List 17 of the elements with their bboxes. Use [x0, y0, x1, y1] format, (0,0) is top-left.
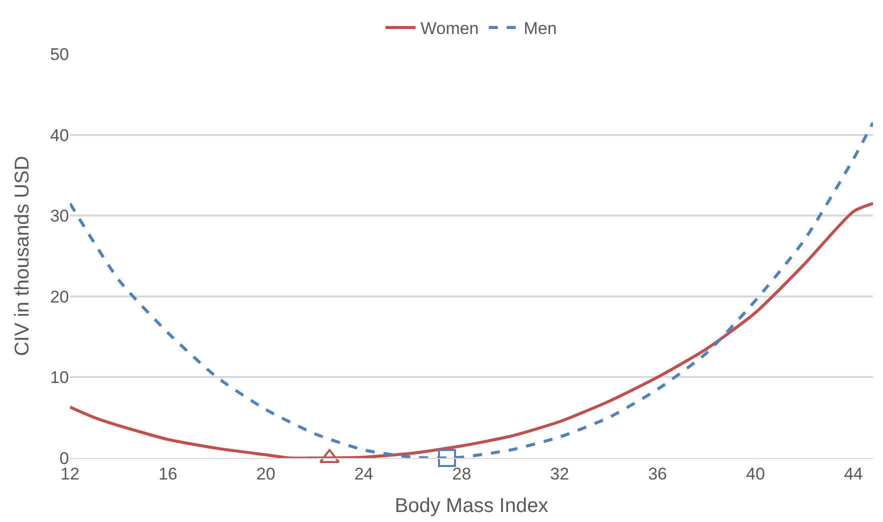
y-tick-label: 30 — [50, 206, 69, 226]
legend-label: Women — [420, 19, 479, 38]
x-tick-label: 24 — [354, 464, 374, 484]
x-tick-label: 16 — [158, 464, 178, 484]
x-tick-label: 40 — [746, 464, 765, 484]
y-tick-label: 20 — [50, 287, 69, 306]
legend-label: Men — [524, 19, 557, 38]
x-tick-label: 28 — [452, 464, 472, 484]
x-tick-label: 32 — [550, 464, 570, 484]
y-axis-title: CIV in thousands USD — [12, 156, 34, 356]
y-tick-label: 40 — [50, 126, 69, 145]
x-tick-label: 44 — [844, 464, 863, 484]
y-tick-label: 50 — [50, 44, 69, 64]
x-tick-label: 36 — [648, 464, 668, 484]
x-axis-title: Body Mass Index — [394, 494, 548, 517]
x-tick-label: 20 — [256, 464, 276, 484]
y-tick-label: 10 — [50, 368, 69, 388]
